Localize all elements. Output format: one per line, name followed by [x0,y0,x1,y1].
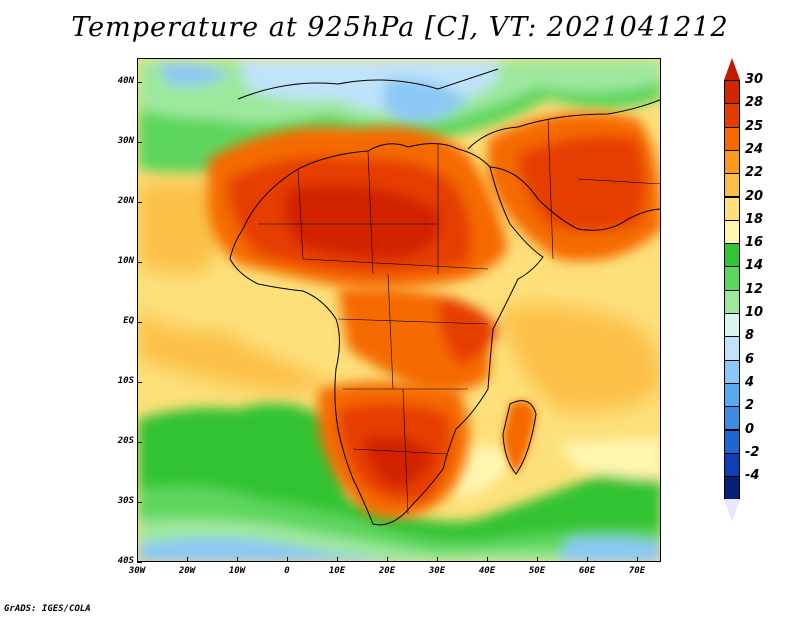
southern-cool-zone [138,403,660,561]
colorbar-segment [724,289,740,314]
lat-tick-label: 20N [117,196,134,206]
lon-tick-mark [237,557,238,562]
lon-tick-mark [637,557,638,562]
lat-tick-mark [137,262,142,263]
colorbar-segment [724,173,740,198]
lat-tick-label: 10S [117,376,134,386]
country-borders [258,118,660,515]
lat-tick-mark [137,502,142,503]
colorbar-level-label: 4 [745,374,755,390]
lon-tick-mark [437,557,438,562]
lon-tick-label: 30W [128,566,146,576]
lon-tick-label: 0 [284,566,290,576]
colorbar-level-label: 14 [745,258,764,274]
lon-tick-label: 40E [478,566,496,576]
lat-tick-mark [137,562,142,563]
colorbar-segment [724,336,740,361]
colorbar-segment [724,313,740,338]
colorbar-segment [724,149,740,175]
lon-tick-label: 60E [578,566,596,576]
lat-tick-label: 20S [117,436,134,446]
colorbar-segment [724,476,740,501]
saharan-heat-core [208,126,508,290]
lat-tick-label: 10N [117,256,134,266]
colorbar-segment [724,429,740,454]
lon-tick-label: 10W [228,566,246,576]
lon-tick-label: 20W [178,566,196,576]
colorbar-level-label: 20 [745,188,764,204]
lon-tick-label: 70E [628,566,646,576]
lon-tick-label: 10E [328,566,346,576]
lat-tick-mark [137,322,142,323]
colorbar-segment [724,266,740,291]
colorbar-level-label: 28 [745,95,764,111]
colorbar-level-label: 22 [745,165,764,181]
colorbar-level-label: 30 [745,72,764,87]
colorbar-level-label: 10 [745,305,764,320]
colorbar-segment [724,126,740,151]
lat-tick-label: EQ [123,316,134,326]
colorbar-segment [724,359,740,384]
lat-tick-label: 30N [117,136,134,146]
colorbar-segment [724,243,740,268]
coastlines [229,68,660,526]
colorbar-level-label: 0 [745,421,755,437]
lon-tick-mark [537,557,538,562]
colorbar-level-label: 8 [745,328,755,344]
colorbar-overflow-high [724,58,740,80]
colorbar-segment [724,382,740,408]
colorbar-segment [724,452,740,478]
lon-tick-mark [337,557,338,562]
lon-tick-label: 20E [378,566,396,576]
colorbar-level-label: 6 [745,351,755,367]
colorbar-level-label: 24 [745,141,764,157]
lat-tick-mark [137,442,142,443]
colorbar-segment [724,80,740,105]
lat-tick-label: 40N [117,76,134,86]
lon-tick-mark [137,557,138,562]
colorbar-segment [724,196,740,221]
colorbar-level-label: 2 [745,398,755,414]
colorbar-level-label: 12 [745,281,764,297]
colorbar-segment [724,103,740,128]
colorbar-overflow-low [724,499,740,522]
lat-tick-label: 30S [117,496,134,506]
lon-tick-mark [187,557,188,562]
colorbar-segment [724,219,740,245]
lon-tick-mark [587,557,588,562]
colorbar-level-label: 25 [745,118,764,134]
lon-tick-label: 50E [528,566,546,576]
colorbar-level-label: 16 [745,235,764,251]
colorbar-level-label: -2 [745,444,760,460]
colorbar-level-label: -4 [745,468,760,484]
lon-tick-label: 30E [428,566,446,576]
lat-tick-mark [137,82,142,83]
chart-title: Temperature at 925hPa [C], VT: 202104121… [71,12,729,43]
lon-tick-mark [387,557,388,562]
colorbar-segment [724,406,740,431]
temperature-map [138,59,660,561]
lon-tick-mark [487,557,488,562]
credit-text: GrADS: IGES/COLA [4,604,91,614]
lat-tick-mark [137,142,142,143]
lat-tick-mark [137,202,142,203]
lat-tick-label: 40S [117,556,134,566]
lon-tick-mark [287,557,288,562]
madagascar-warm [503,400,536,474]
central-africa-heat [338,287,498,393]
arabian-heat [488,112,660,261]
map-plot-area [137,58,661,562]
lat-tick-mark [137,382,142,383]
colorbar-level-label: 18 [745,211,764,227]
